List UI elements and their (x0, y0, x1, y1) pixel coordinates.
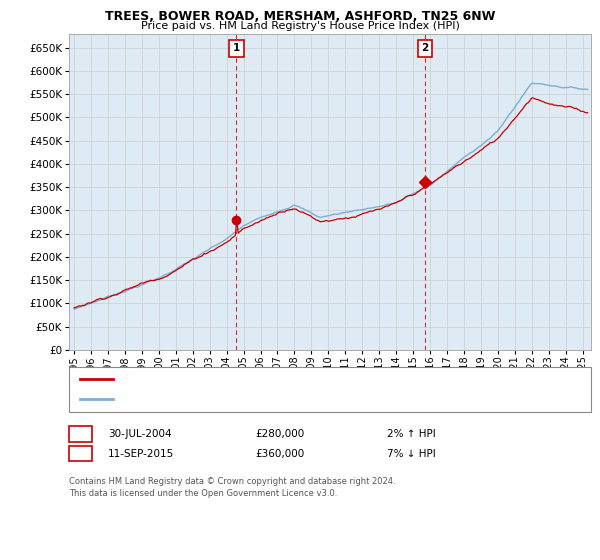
Text: 1: 1 (233, 44, 240, 54)
Text: 7% ↓ HPI: 7% ↓ HPI (387, 449, 436, 459)
Text: 2% ↑ HPI: 2% ↑ HPI (387, 429, 436, 439)
Text: This data is licensed under the Open Government Licence v3.0.: This data is licensed under the Open Gov… (69, 489, 337, 498)
Text: TREES, BOWER ROAD, MERSHAM, ASHFORD, TN25 6NW (detached house): TREES, BOWER ROAD, MERSHAM, ASHFORD, TN2… (120, 374, 484, 384)
Text: 2: 2 (421, 44, 429, 54)
Text: 1: 1 (77, 429, 84, 439)
Text: TREES, BOWER ROAD, MERSHAM, ASHFORD, TN25 6NW: TREES, BOWER ROAD, MERSHAM, ASHFORD, TN2… (105, 10, 495, 22)
Text: £360,000: £360,000 (255, 449, 304, 459)
Text: Price paid vs. HM Land Registry's House Price Index (HPI): Price paid vs. HM Land Registry's House … (140, 21, 460, 31)
Text: HPI: Average price, detached house, Ashford: HPI: Average price, detached house, Ashf… (120, 394, 338, 404)
Text: 11-SEP-2015: 11-SEP-2015 (108, 449, 174, 459)
Text: £280,000: £280,000 (255, 429, 304, 439)
Text: Contains HM Land Registry data © Crown copyright and database right 2024.: Contains HM Land Registry data © Crown c… (69, 477, 395, 486)
Text: 2: 2 (77, 449, 84, 459)
Text: 30-JUL-2004: 30-JUL-2004 (108, 429, 172, 439)
